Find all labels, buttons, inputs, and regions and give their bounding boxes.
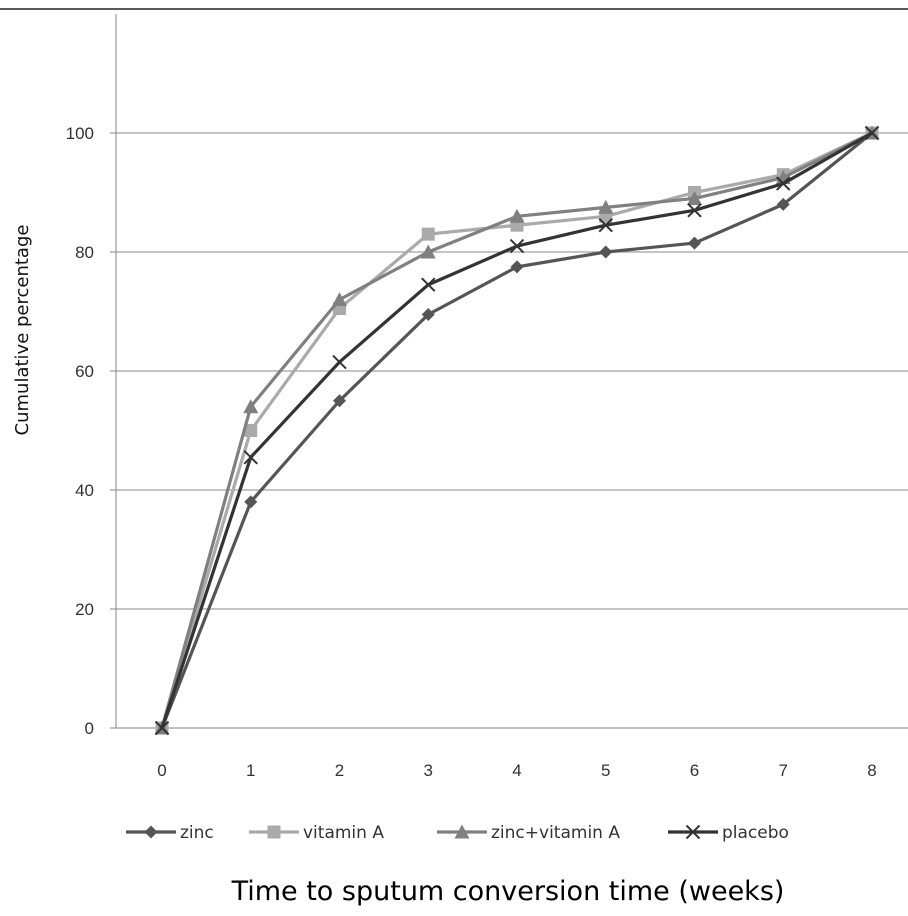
legend-item: vitamin A [249,823,384,843]
x-tick-label: 6 [690,761,699,780]
data-point-triangle [598,199,614,214]
legend-label: placebo [722,823,789,843]
y-axis-label: Cumulative percentage [12,225,33,436]
data-point-square [244,424,258,437]
data-point-diamond [688,236,701,250]
data-point-triangle [454,824,470,839]
y-tick-label: 40 [75,481,94,500]
legend-label: zinc+vitamin A [491,823,620,843]
data-point-x [332,354,347,370]
x-tick-label: 4 [512,761,521,780]
data-point-x [509,238,525,254]
x-tick-label: 1 [246,761,255,780]
y-tick-label: 100 [66,124,94,143]
y-tick-label: 60 [75,362,94,381]
data-point-x [687,203,702,218]
data-point-diamond [776,197,790,211]
data-point-diamond [421,307,435,321]
data-point-triangle [687,190,702,205]
data-point-x [685,824,701,840]
legend-item: zinc [126,823,214,843]
data-point-square [421,227,435,241]
data-point-x [421,277,436,292]
x-tick-label: 8 [867,761,876,780]
data-point-triangle [509,208,525,223]
plot-area [154,125,880,736]
data-point-x [243,450,258,465]
data-point-triangle [420,244,436,259]
y-axis-ticks: 0 20 40 60 80 100 [66,124,116,738]
data-point-diamond [333,394,346,408]
data-point-x [864,125,880,141]
legend-item: placebo [668,823,789,843]
y-tick-label: 0 [85,719,94,738]
legend-item: zinc+vitamin A [437,823,620,843]
data-point-triangle [332,292,347,307]
x-tick-label: 7 [779,761,788,780]
y-tick-label: 20 [75,600,94,619]
data-point-x [776,176,791,191]
x-tick-label: 3 [424,761,433,780]
x-axis-ticks: 0 1 2 3 4 5 6 7 8 [157,761,876,780]
data-point-square [267,825,281,839]
x-tick-label: 0 [157,761,166,780]
data-point-diamond [244,495,258,509]
data-point-x [154,720,170,736]
x-axis-label: Time to sputum conversion time (weeks) [231,876,785,907]
series-placebo [154,125,880,736]
data-point-x [598,218,613,233]
data-point-diamond [510,260,524,274]
data-point-diamond [144,825,158,839]
x-tick-label: 2 [335,761,344,780]
data-point-diamond [599,245,613,259]
legend-label: vitamin A [303,823,384,843]
data-point-triangle [243,399,259,414]
legend-label: zinc [180,823,214,843]
x-tick-label: 5 [601,761,610,780]
legend: zinc vitamin A zinc+vitamin A placebo [126,823,789,843]
y-tick-label: 80 [75,243,94,262]
series-zinc-vitamin-a [154,125,880,735]
